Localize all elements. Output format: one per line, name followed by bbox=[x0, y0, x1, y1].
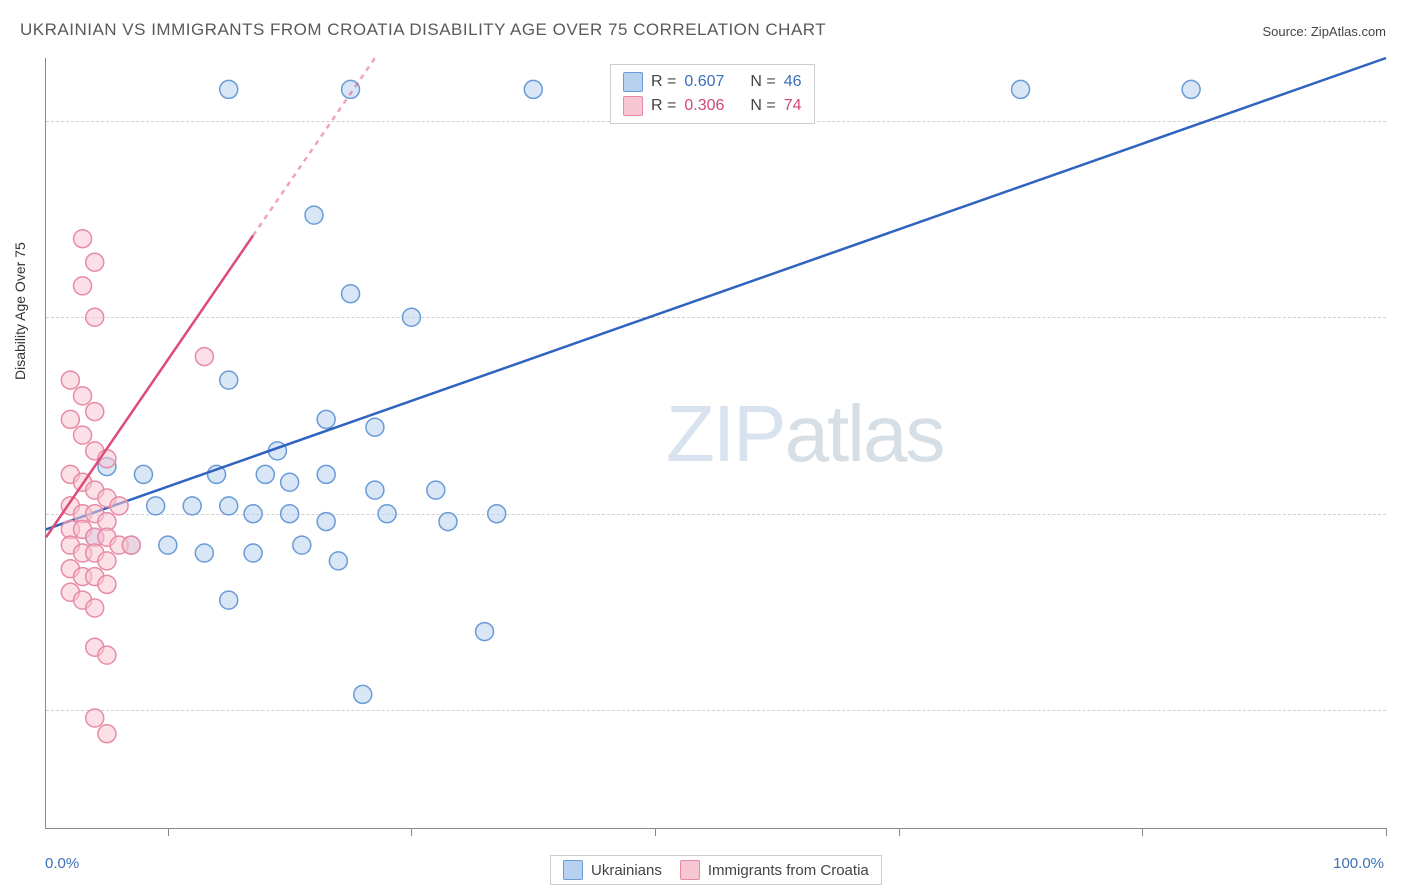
data-point bbox=[86, 253, 104, 271]
x-tick bbox=[1142, 828, 1143, 836]
data-point bbox=[98, 552, 116, 570]
data-point bbox=[524, 80, 542, 98]
data-point bbox=[220, 80, 238, 98]
y-tick-label: 100.0% bbox=[1396, 112, 1406, 129]
n-value: 46 bbox=[784, 73, 802, 91]
data-point bbox=[293, 536, 311, 554]
data-point bbox=[220, 497, 238, 515]
data-point bbox=[98, 646, 116, 664]
r-value: 0.607 bbox=[684, 73, 724, 91]
data-point bbox=[305, 206, 323, 224]
legend-swatch bbox=[623, 96, 643, 116]
data-point bbox=[74, 230, 92, 248]
scatter-plot-area: ZIPatlas 25.0%50.0%75.0%100.0% bbox=[45, 58, 1386, 829]
r-label: R = bbox=[651, 97, 676, 115]
data-point bbox=[86, 403, 104, 421]
legend-row: R = 0.607 N = 46 bbox=[623, 70, 802, 94]
data-point bbox=[281, 473, 299, 491]
data-point bbox=[427, 481, 445, 499]
r-label: R = bbox=[651, 73, 676, 91]
y-tick-label: 50.0% bbox=[1396, 505, 1406, 522]
data-point bbox=[74, 277, 92, 295]
data-point bbox=[74, 426, 92, 444]
x-axis-min-label: 0.0% bbox=[45, 855, 79, 872]
data-point bbox=[1012, 80, 1030, 98]
trend-line bbox=[46, 58, 1386, 529]
x-tick bbox=[899, 828, 900, 836]
data-point bbox=[195, 544, 213, 562]
data-point bbox=[220, 591, 238, 609]
data-point bbox=[110, 497, 128, 515]
data-point bbox=[1182, 80, 1200, 98]
n-value: 74 bbox=[784, 97, 802, 115]
data-point bbox=[281, 505, 299, 523]
data-point bbox=[183, 497, 201, 515]
chart-title: UKRAINIAN VS IMMIGRANTS FROM CROATIA DIS… bbox=[20, 20, 826, 40]
data-point bbox=[256, 465, 274, 483]
legend-swatch bbox=[563, 860, 583, 880]
data-point bbox=[61, 371, 79, 389]
legend-item: Ukrainians bbox=[563, 860, 662, 880]
x-tick bbox=[1386, 828, 1387, 836]
correlation-legend: R = 0.607 N = 46 R = 0.306 N = 74 bbox=[610, 64, 815, 124]
data-point bbox=[86, 308, 104, 326]
data-point bbox=[366, 481, 384, 499]
y-tick-label: 25.0% bbox=[1396, 702, 1406, 719]
data-point bbox=[317, 410, 335, 428]
data-point bbox=[476, 623, 494, 641]
data-point bbox=[366, 418, 384, 436]
data-point bbox=[122, 536, 140, 554]
data-point bbox=[439, 513, 457, 531]
data-point bbox=[159, 536, 177, 554]
data-point bbox=[86, 709, 104, 727]
y-axis-label: Disability Age Over 75 bbox=[12, 242, 28, 380]
data-point bbox=[488, 505, 506, 523]
data-point bbox=[342, 285, 360, 303]
data-point bbox=[317, 465, 335, 483]
source-attribution: Source: ZipAtlas.com bbox=[1262, 24, 1386, 39]
r-value: 0.306 bbox=[684, 97, 724, 115]
data-point bbox=[354, 685, 372, 703]
x-tick bbox=[655, 828, 656, 836]
x-axis-max-label: 100.0% bbox=[1333, 855, 1384, 872]
data-point bbox=[147, 497, 165, 515]
legend-label: Immigrants from Croatia bbox=[708, 862, 869, 879]
legend-label: Ukrainians bbox=[591, 862, 662, 879]
data-point bbox=[329, 552, 347, 570]
data-point bbox=[402, 308, 420, 326]
n-label: N = bbox=[750, 73, 775, 91]
data-point bbox=[378, 505, 396, 523]
data-point bbox=[74, 387, 92, 405]
y-tick-label: 75.0% bbox=[1396, 309, 1406, 326]
data-point bbox=[61, 410, 79, 428]
data-point bbox=[244, 544, 262, 562]
legend-swatch bbox=[680, 860, 700, 880]
legend-row: R = 0.306 N = 74 bbox=[623, 94, 802, 118]
legend-item: Immigrants from Croatia bbox=[680, 860, 869, 880]
data-point bbox=[134, 465, 152, 483]
series-legend: Ukrainians Immigrants from Croatia bbox=[550, 855, 882, 885]
data-point bbox=[98, 725, 116, 743]
legend-swatch bbox=[623, 72, 643, 92]
data-point bbox=[195, 348, 213, 366]
x-tick bbox=[411, 828, 412, 836]
data-point bbox=[220, 371, 238, 389]
data-point bbox=[244, 505, 262, 523]
data-point bbox=[317, 513, 335, 531]
data-point bbox=[86, 599, 104, 617]
data-point bbox=[98, 575, 116, 593]
n-label: N = bbox=[750, 97, 775, 115]
x-tick bbox=[168, 828, 169, 836]
